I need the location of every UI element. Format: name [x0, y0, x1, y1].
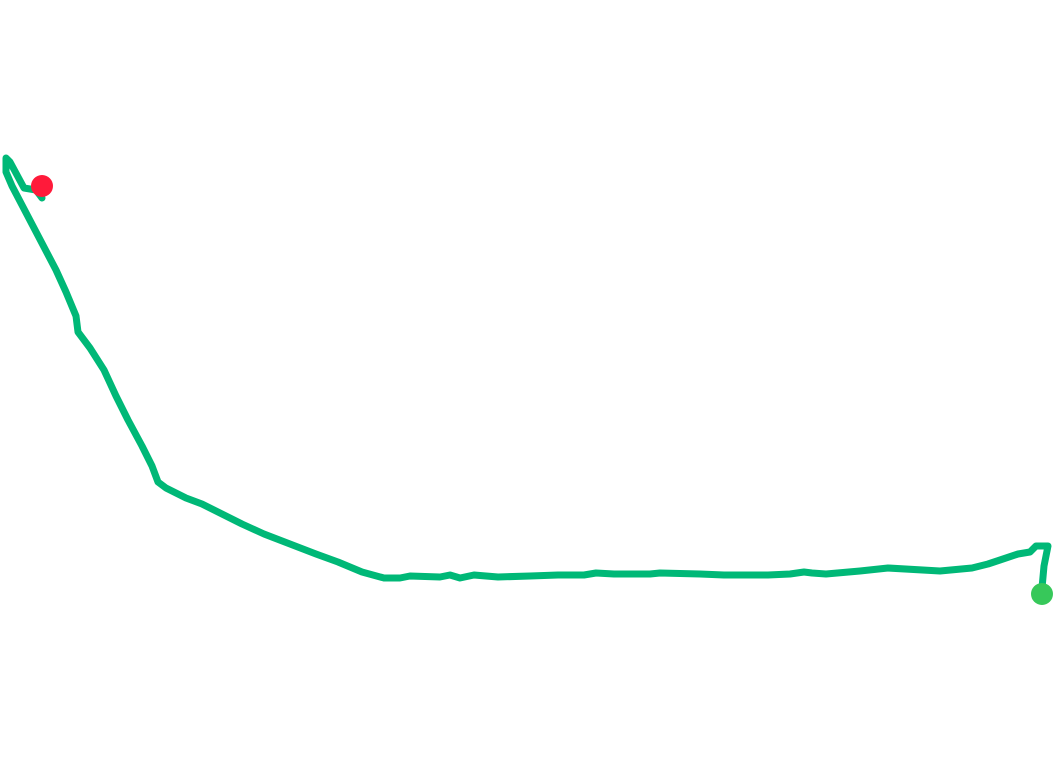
- route-track: [2, 154, 1052, 592]
- start-marker-icon[interactable]: [1031, 583, 1053, 605]
- end-marker-icon[interactable]: [31, 175, 53, 197]
